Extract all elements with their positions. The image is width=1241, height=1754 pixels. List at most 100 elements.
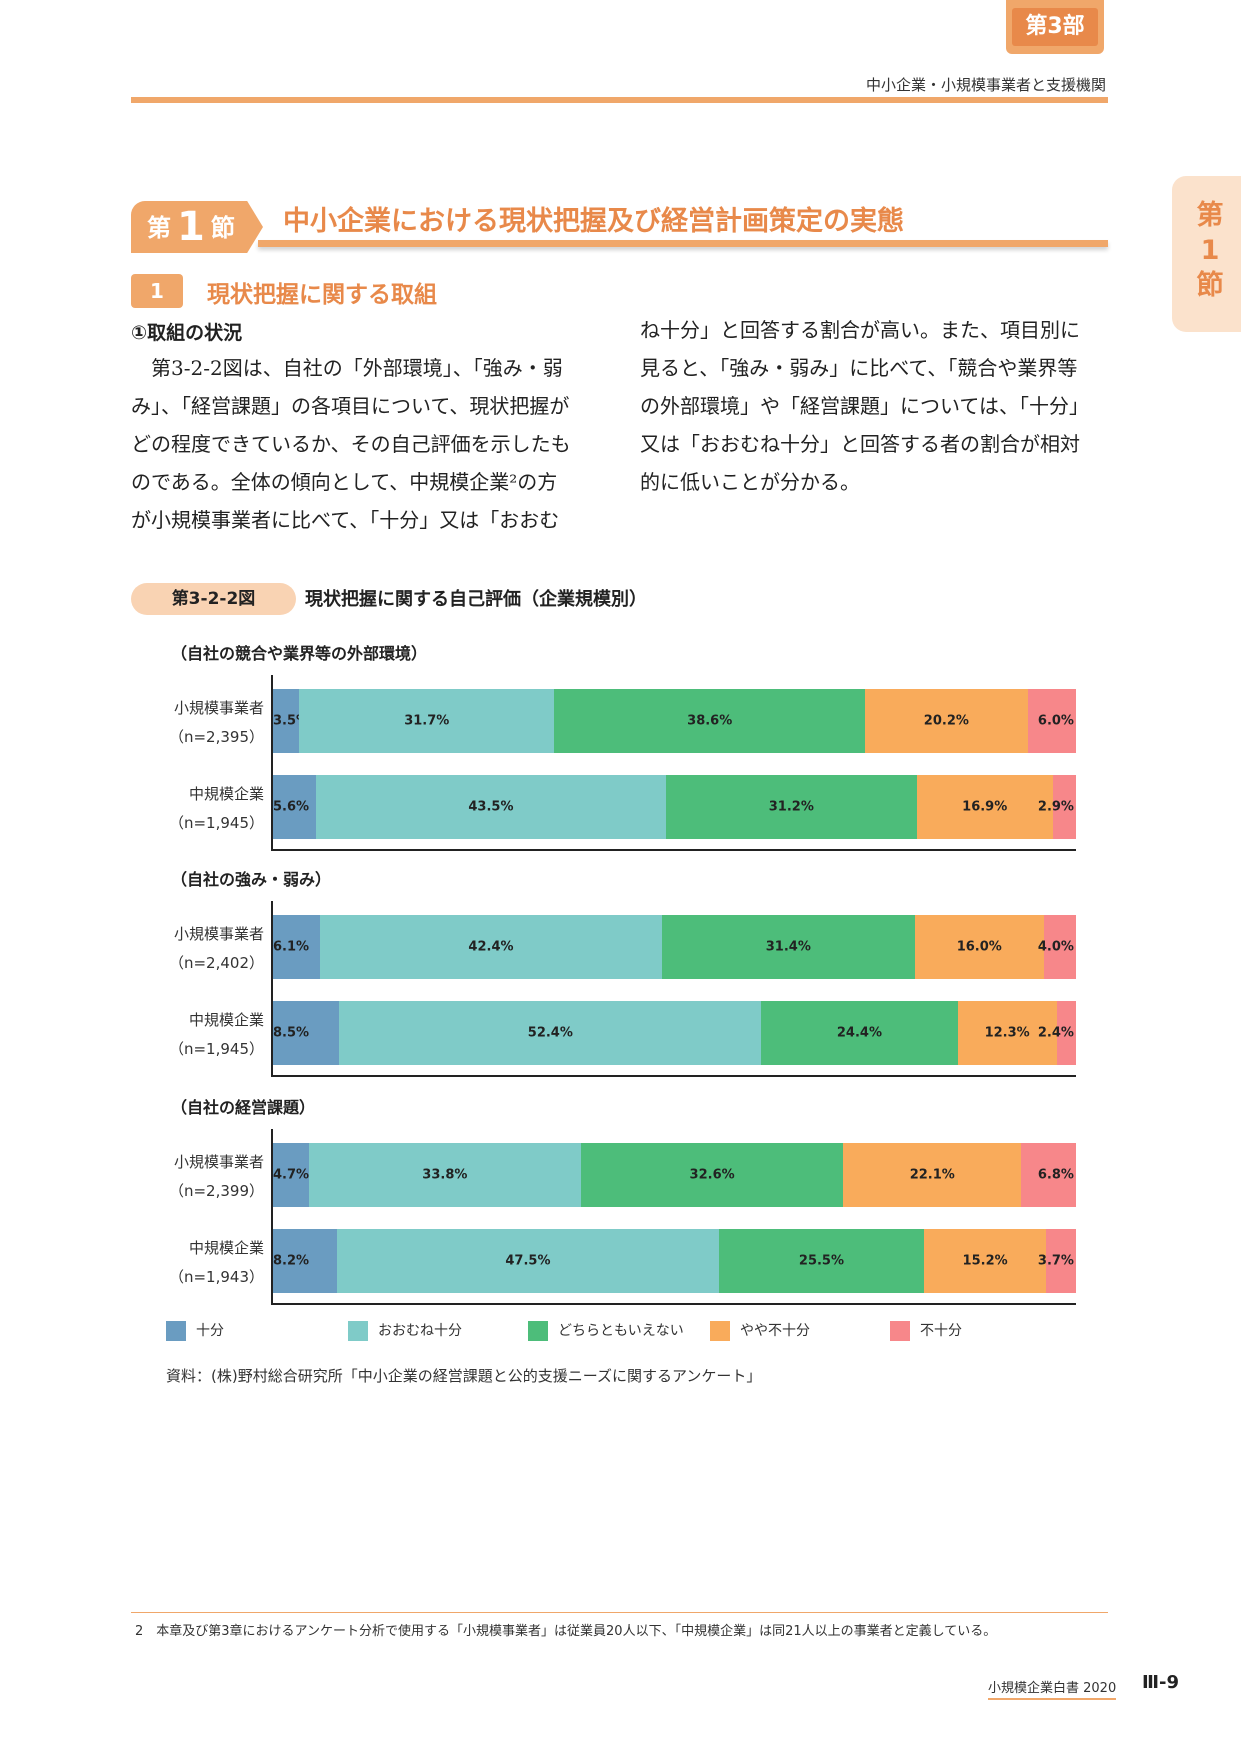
bar-data-label: 2.4% [1037,1025,1074,1041]
bar-segment: 22.1% [843,1143,1022,1207]
bar-data-label: 6.8% [1037,1167,1074,1183]
stacked-bar: 6.1% 42.4% 31.4% 16.0% 4.0% [271,915,1076,979]
bar-segment: 12.3% [957,1001,1057,1065]
legend-label: おおむね十分 [378,1323,462,1339]
bar-data-label: 2.9% [1037,799,1074,815]
bar-data-label: 15.2% [962,1253,1008,1269]
side-tab-label: 第 1 節 [1196,200,1224,301]
body-text-line: ね十分」と回答する割合が高い。また、項目別に [640,318,1080,342]
body-text-line: のである。全体の傾向として、中規模企業²の方 [131,470,558,494]
chart-row-label: 小規模事業者 （n=2,399） [104,1148,264,1206]
bar-data-label: 31.2% [768,799,814,815]
legend-label: やや不十分 [740,1323,810,1339]
legend-swatch [890,1321,910,1341]
y-axis-line [271,901,273,1077]
bar-data-label: 22.1% [909,1167,955,1183]
stacked-bar: 3.5% 31.7% 38.6% 20.2% 6.0% [271,689,1076,753]
bar-segment: 3.7% [1038,1229,1076,1293]
bar-segment: 6.0% [1027,689,1076,753]
legend-swatch [348,1321,368,1341]
bar-data-label: 8.2% [273,1253,310,1269]
chart-row-label: 小規模事業者 （n=2,402） [104,920,264,978]
figure-badge: 第3-2-2図 [131,583,296,615]
bar-data-label: 16.0% [956,939,1002,955]
bar-data-label: 42.4% [468,939,514,955]
bar-data-label: 6.1% [273,939,310,955]
legend-swatch [710,1321,730,1341]
bar-segment: 31.4% [661,915,915,979]
section-suffix: 節 [210,214,235,242]
page-number: Ⅲ-9 [1142,1672,1180,1693]
body-text-line: 又は「おおむね十分」と回答する者の割合が相対 [640,432,1080,456]
section-title: 中小企業における現状把握及び経営計画策定の実態 [283,206,904,237]
legend-label: 不十分 [920,1323,962,1339]
chart-group-title: （自社の強み・弱み） [171,870,332,889]
footnote-rule [131,1612,1108,1613]
body-text-line: どの程度できているか、その自己評価を示したも [131,432,571,456]
row-category: 中規模企業 [188,785,264,803]
bar-segment: 52.4% [339,1001,762,1065]
subsection-title: 現状把握に関する取組 [207,282,437,308]
bar-data-label: 31.4% [765,939,811,955]
bar-segment: 42.4% [320,915,662,979]
bar-data-label: 4.7% [273,1167,310,1183]
bar-data-label: 47.5% [505,1253,551,1269]
body-text-line: が小規模事業者に比べて、「十分」又は「おおむ [131,508,560,532]
chart-row-label: 中規模企業 （n=1,945） [104,780,264,838]
bar-data-label: 25.5% [798,1253,845,1269]
bar-data-label: 4.0% [1037,939,1074,955]
bar-data-label: 20.2% [923,713,969,729]
bar-segment: 8.5% [271,1001,340,1065]
legend-swatch [166,1321,186,1341]
bar-segment: 25.5% [718,1229,924,1293]
x-axis-line [271,1303,1076,1305]
x-axis-line [271,1075,1076,1077]
bar-segment: 5.6% [271,775,317,839]
bar-data-label: 33.8% [422,1167,468,1183]
legend-label: 十分 [196,1323,224,1339]
bar-data-label: 3.7% [1037,1253,1074,1269]
section-side-tab: 第 1 節 [1172,176,1241,332]
bar-data-label: 43.5% [468,799,514,815]
bar-segment: 4.7% [271,1143,309,1207]
footnote: 2 本章及び第3章におけるアンケート分析で使用する「小規模事業者」は従業員20人… [135,1624,997,1639]
y-axis-line [271,1129,273,1305]
bar-segment: 3.5% [271,689,309,753]
legend-label: どちらともいえない [558,1323,684,1339]
row-category: 小規模事業者 [173,925,264,943]
bar-segment: 24.4% [761,1001,958,1065]
body-text-line: 見ると、「強み・弱み」に比べて、「競合や業界等 [640,356,1078,380]
section-rule [258,240,1108,247]
bar-segment: 15.2% [923,1229,1047,1293]
bar-segment: 16.9% [916,775,1053,839]
stacked-bar-chart: （自社の競合や業界等の外部環境） 小規模事業者 （n=2,395） 3.5% 31.7%… [104,644,1076,1305]
body-text-line: 第3-2-2図は、自社の「外部環境」、「強み・弱 [131,356,563,380]
stacked-bar: 4.7% 33.8% 32.6% 22.1% 6.8% [271,1143,1076,1207]
stacked-bar: 8.2% 47.5% 25.5% 15.2% 3.7% [271,1229,1076,1293]
x-axis-line [271,849,1076,851]
legend-item: おおむね十分 [348,1320,462,1342]
subsection-number: 1 [131,274,183,308]
row-category: 中規模企業 [188,1011,264,1029]
legend-item: どちらともいえない [528,1320,684,1342]
row-sample-size: （n=1,943） [168,1268,264,1286]
header-rule [131,97,1108,103]
body-text-line: 的に低いことが分かる。 [640,470,860,494]
bar-data-label: 31.7% [404,713,450,729]
stacked-bar: 5.6% 43.5% 31.2% 16.9% 2.9% [271,775,1076,839]
bar-data-label: 5.6% [273,799,310,815]
paragraph-heading: ①取組の状況 [131,322,243,344]
bar-segment: 4.0% [1038,915,1076,979]
row-sample-size: （n=2,399） [168,1182,264,1200]
chart-row-label: 中規模企業 （n=1,943） [104,1234,264,1292]
chart-group-title: （自社の経営課題） [171,1098,316,1117]
legend-item: 十分 [166,1320,224,1342]
bar-segment: 6.8% [1021,1143,1076,1207]
bar-segment: 6.1% [271,915,321,979]
bar-segment: 8.2% [271,1229,337,1293]
running-header: 中小企業・小規模事業者と支援機関 [865,76,1106,94]
bar-data-label: 6.0% [1037,713,1074,729]
bar-data-label: 16.9% [962,799,1008,815]
bar-segment: 43.5% [316,775,666,839]
